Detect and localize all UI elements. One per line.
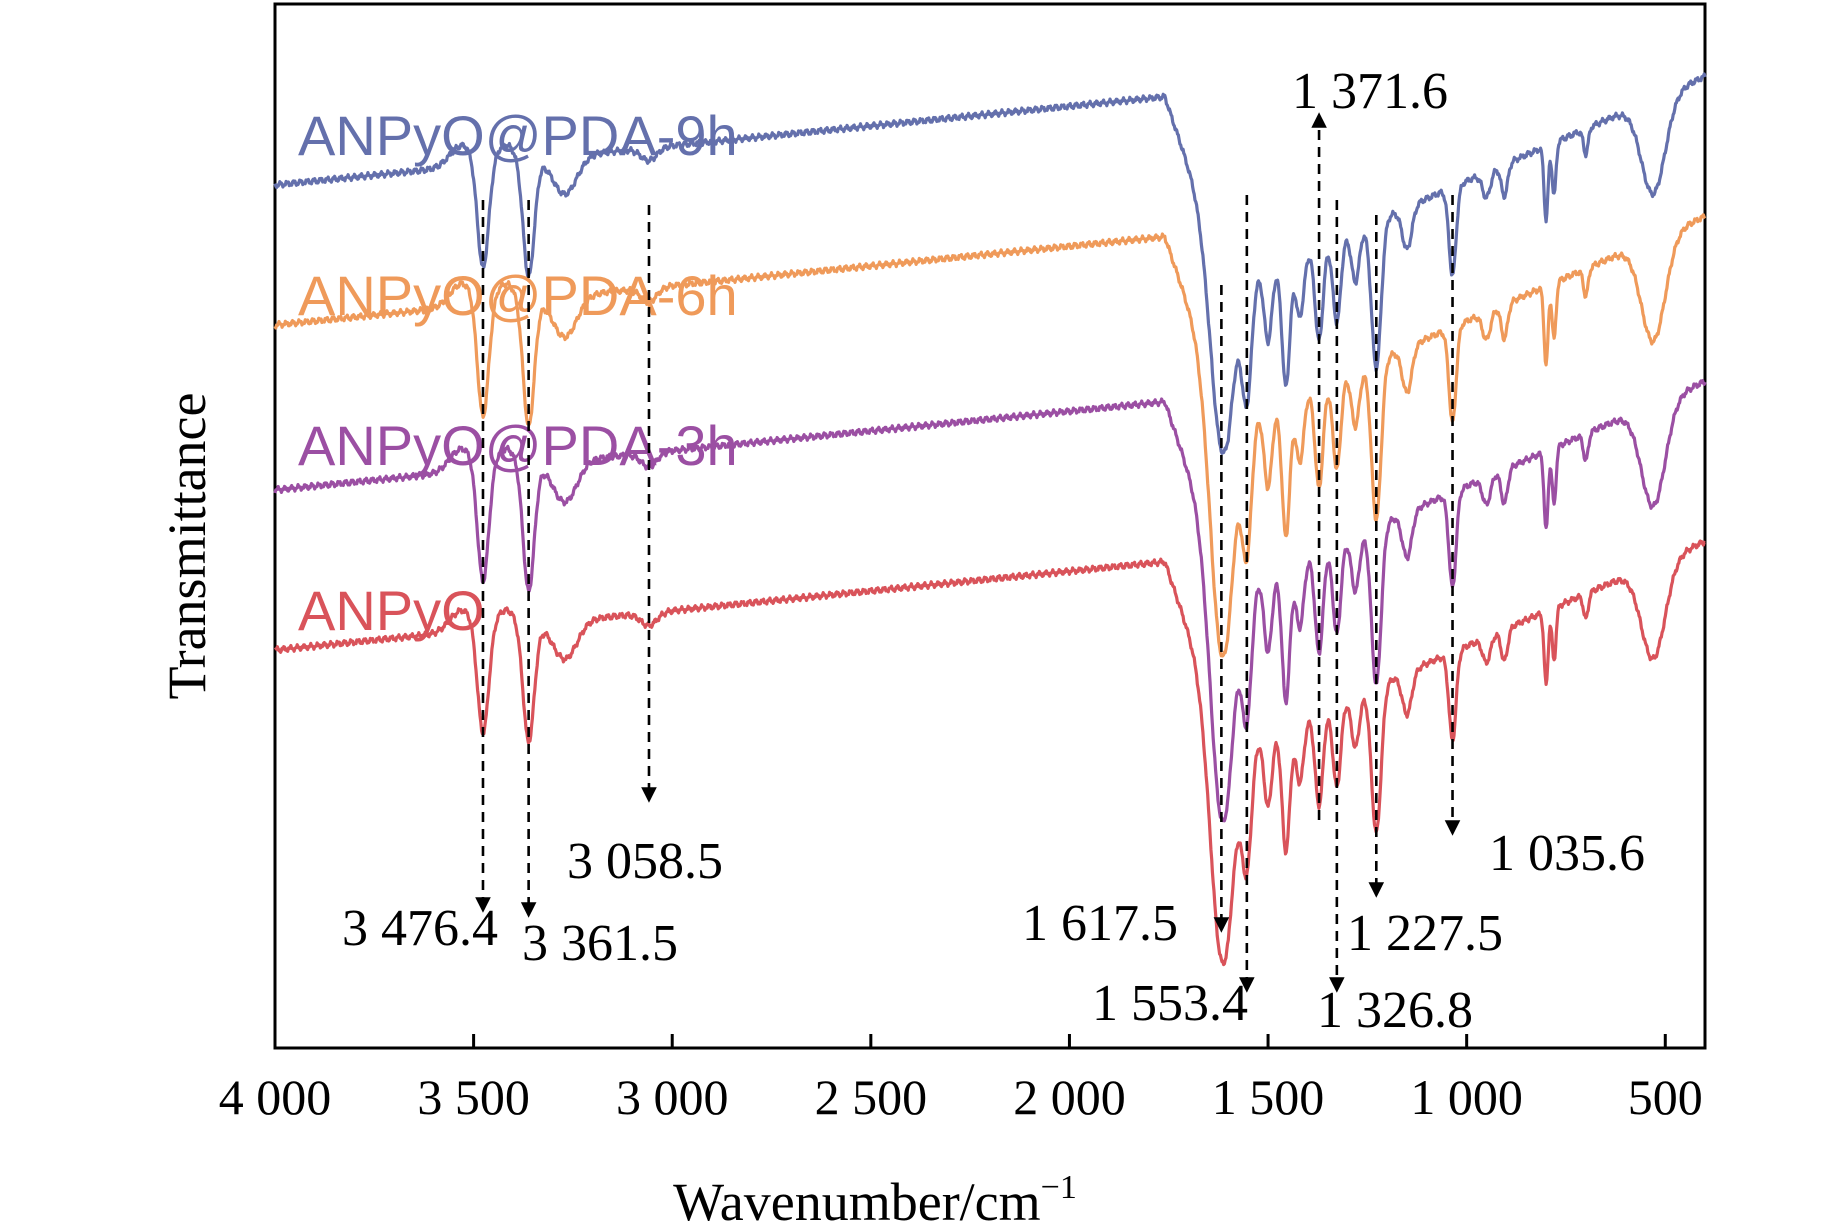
series-label: ANPyO@PDA-9h bbox=[298, 104, 738, 167]
x-tick-label: 1 000 bbox=[1410, 1069, 1523, 1125]
spectra-curves bbox=[273, 72, 1707, 967]
x-tick-label: 3 000 bbox=[616, 1069, 729, 1125]
peak-label: 1 617.5 bbox=[1022, 895, 1178, 952]
x-tick-label: 2 000 bbox=[1013, 1069, 1126, 1125]
peak-annotations: 3 476.4 3 361.5 3 058.5 1 617.5 1 553.4 1 371… bbox=[342, 63, 1645, 1039]
peak-label: 1 227.5 bbox=[1347, 905, 1503, 962]
x-axis-ticks bbox=[273, 1034, 1667, 1048]
y-axis-title: Transmittance bbox=[157, 393, 217, 700]
series-line bbox=[273, 213, 1707, 658]
x-tick-label: 2 500 bbox=[815, 1069, 928, 1125]
series-line bbox=[273, 72, 1707, 455]
x-axis-title-superscript: −1 bbox=[1041, 1169, 1077, 1206]
x-tick-label: 3 500 bbox=[417, 1069, 530, 1125]
peak-label: 1 371.6 bbox=[1292, 63, 1448, 120]
peak-label: 1 035.6 bbox=[1489, 825, 1645, 882]
x-tick-label: 4 000 bbox=[219, 1069, 332, 1125]
peak-label: 1 553.4 bbox=[1092, 975, 1248, 1032]
peak-label: 3 476.4 bbox=[342, 900, 498, 957]
peak-label: 1 326.8 bbox=[1317, 982, 1473, 1039]
series-line bbox=[273, 539, 1706, 967]
series-label: ANPyO@PDA-6h bbox=[298, 264, 738, 327]
series-label: ANPyO@PDA-3h bbox=[298, 414, 738, 477]
x-tick-label: 500 bbox=[1628, 1069, 1703, 1125]
series-labels: ANPyO@PDA-9h ANPyO@PDA-6h ANPyO@PDA-3h ANPy… bbox=[298, 104, 738, 642]
series-label: ANPyO bbox=[298, 579, 485, 642]
x-axis-title: Wavenumber/cm−1 bbox=[673, 1169, 1077, 1232]
x-axis-tick-labels: 4 000 3 500 3 000 2 500 2 000 1 500 1 000 500 bbox=[219, 1069, 1703, 1125]
plot-frame bbox=[273, 2, 1707, 1050]
peak-label: 3 058.5 bbox=[567, 833, 723, 890]
series-line bbox=[273, 379, 1707, 823]
x-tick-label: 1 500 bbox=[1212, 1069, 1325, 1125]
peak-label: 3 361.5 bbox=[522, 915, 678, 972]
